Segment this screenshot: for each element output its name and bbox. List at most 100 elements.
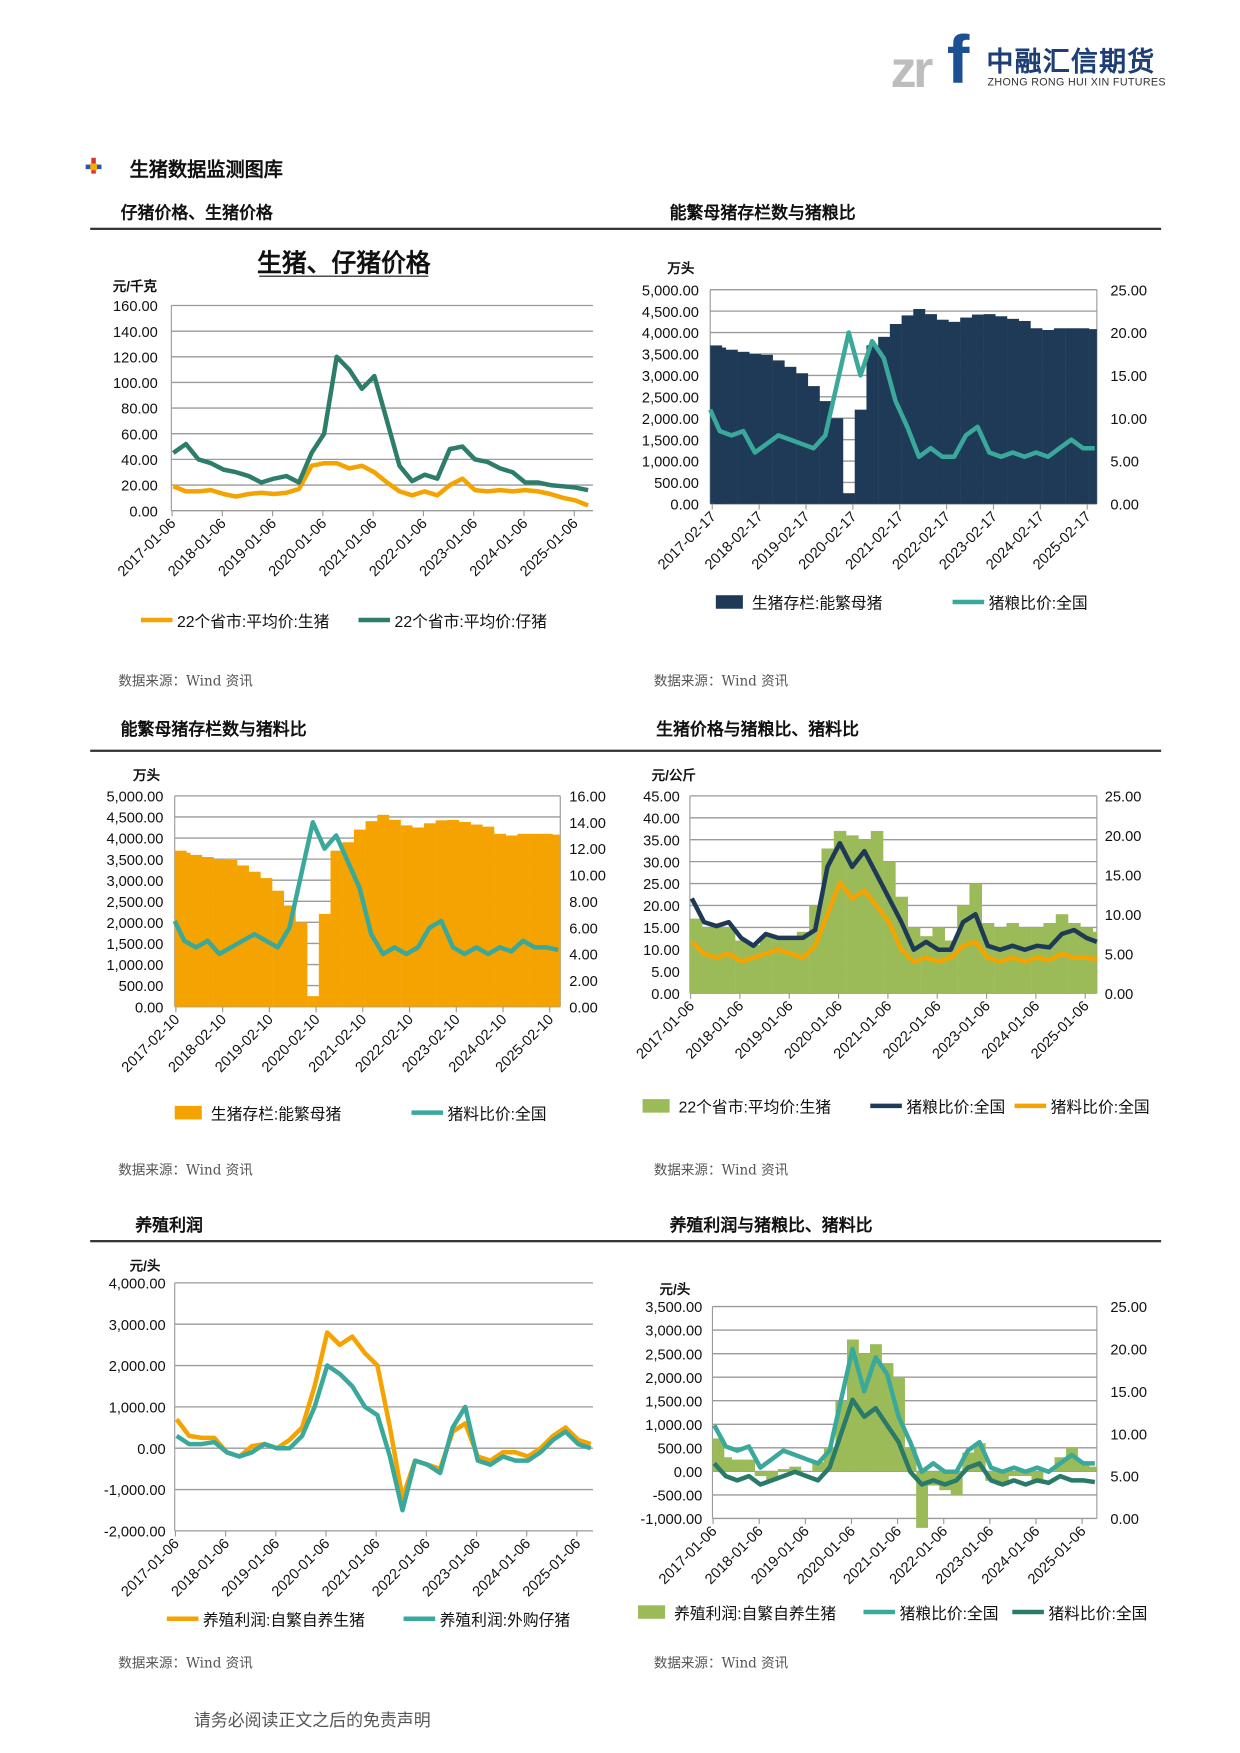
y-tick-label-right: 20.00 bbox=[1110, 326, 1147, 342]
bar bbox=[971, 314, 984, 504]
y-tick-label-left: 1,000.00 bbox=[106, 958, 163, 974]
bar bbox=[772, 936, 785, 994]
legend-swatch bbox=[638, 1605, 666, 1619]
y-tick-label-left: 15.00 bbox=[643, 921, 680, 937]
bar bbox=[1065, 328, 1078, 504]
y-tick-label-left: -1,000.00 bbox=[104, 1483, 166, 1499]
bar bbox=[823, 1447, 836, 1472]
bar bbox=[983, 314, 996, 504]
y-tick-label-right: 0.00 bbox=[1110, 498, 1139, 514]
y-tick-label-left: 5,000.00 bbox=[106, 790, 163, 806]
y-tick-label-left: 10.00 bbox=[643, 943, 680, 959]
y-tick-label-left: 25.00 bbox=[643, 877, 680, 893]
bar bbox=[423, 823, 436, 1007]
bar bbox=[893, 1377, 905, 1472]
y-tick-label-left: 100.00 bbox=[113, 376, 158, 392]
y-tick-label-right: 4.00 bbox=[569, 948, 598, 964]
bar bbox=[766, 1471, 779, 1481]
y-tick-label-right: 0.00 bbox=[1105, 987, 1134, 1003]
logo-f: f bbox=[946, 21, 970, 97]
bar bbox=[939, 1471, 952, 1491]
y-tick-label-right: 0.00 bbox=[1110, 1512, 1139, 1528]
y-tick-label-left: 45.00 bbox=[643, 790, 680, 806]
y-tick-label-right: 14.00 bbox=[569, 816, 606, 832]
bar bbox=[901, 315, 914, 504]
legend-swatch bbox=[642, 1099, 670, 1113]
panel-heading-sow-grain-ratio: 能繁母猪存栏数与猪粮比 bbox=[669, 202, 856, 224]
y-tick-label-right: 10.00 bbox=[1105, 908, 1142, 924]
y-tick-label-left: 4,000.00 bbox=[642, 326, 699, 342]
bar bbox=[962, 1452, 975, 1472]
bar bbox=[735, 940, 748, 994]
bar bbox=[1080, 927, 1093, 994]
logo-chinese-name: 中融汇信期货 bbox=[986, 46, 1156, 78]
bar bbox=[318, 913, 331, 1007]
bar bbox=[920, 936, 933, 994]
series-line bbox=[708, 330, 1095, 460]
bar bbox=[295, 922, 308, 1007]
bar bbox=[760, 354, 773, 504]
bar bbox=[540, 833, 553, 1007]
bar bbox=[749, 353, 762, 504]
bar bbox=[1053, 328, 1066, 504]
bar bbox=[759, 936, 773, 994]
y-tick-label-left: 3,500.00 bbox=[642, 348, 699, 364]
bar bbox=[784, 366, 797, 504]
chart-breeding-profit: 元/头 -2,000.00 -1,000.00 0.00 1,000.00 2,000.0… bbox=[104, 1257, 593, 1630]
y-tick-label-left: 0.00 bbox=[670, 498, 699, 514]
y-tick-label-left: 0.00 bbox=[651, 987, 680, 1003]
bar bbox=[789, 1466, 802, 1472]
y-tick-label-left: 20.00 bbox=[121, 479, 158, 495]
bar bbox=[969, 883, 982, 994]
legend-swatch bbox=[715, 595, 743, 609]
bar bbox=[936, 319, 949, 504]
bar bbox=[698, 927, 711, 994]
bar bbox=[388, 819, 401, 1007]
bar bbox=[1008, 1471, 1021, 1477]
logo-zr: zr bbox=[890, 39, 934, 99]
y-tick-label-right: 5.00 bbox=[1110, 1470, 1139, 1486]
bar bbox=[950, 1471, 963, 1495]
bar bbox=[747, 944, 761, 994]
y-tick-label-left: -1,000.00 bbox=[640, 1512, 702, 1528]
y-tick-label-left: 0.00 bbox=[129, 504, 158, 520]
bar bbox=[743, 1459, 756, 1472]
series-line bbox=[689, 840, 1098, 953]
chart-sow-inventory-grain-ratio: 万头 0.00 500.00 1,000.00 1,500.00 2,000.00 2,50… bbox=[642, 260, 1147, 613]
y-axis-unit: 元/头 bbox=[659, 1281, 690, 1297]
legend-label: 猪粮比价:全国 bbox=[900, 1605, 999, 1623]
y-tick-label-left: 3,000.00 bbox=[645, 1324, 702, 1340]
bar bbox=[1066, 1447, 1078, 1472]
y-tick-label-right: 10.00 bbox=[1110, 1427, 1147, 1443]
bar bbox=[365, 821, 378, 1007]
bar bbox=[916, 1471, 929, 1528]
y-tick-label-left: 1,000.00 bbox=[109, 1401, 166, 1417]
y-tick-label-left: 40.00 bbox=[121, 453, 158, 469]
y-tick-label-left: 80.00 bbox=[121, 402, 158, 418]
y-tick-label-left: 30.00 bbox=[643, 855, 680, 871]
bar bbox=[796, 373, 809, 504]
y-tick-label-right: 5.00 bbox=[1105, 947, 1134, 963]
y-tick-label-left: 3,500.00 bbox=[645, 1300, 702, 1316]
data-source: 数据来源：Wind 资讯 bbox=[653, 672, 789, 689]
y-tick-label-right: 15.00 bbox=[1105, 868, 1142, 884]
legend-label: 养殖利润:外购仔猪 bbox=[440, 1612, 571, 1630]
company-logo: zr f 中融汇信期货 ZHONG RONG HUI XIN FUTURES bbox=[891, 21, 1173, 98]
legend-label: 猪粮比价:全国 bbox=[906, 1099, 1005, 1117]
panel-heading-piglet-hog-price: 仔猪价格、生猪价格 bbox=[120, 202, 273, 224]
bar bbox=[812, 1461, 825, 1472]
y-tick-label-left: -2,000.00 bbox=[104, 1525, 166, 1541]
y-tick-label-left: 2,000.00 bbox=[106, 916, 163, 932]
bar bbox=[996, 1471, 1009, 1486]
bar bbox=[925, 314, 937, 504]
series-line bbox=[712, 1397, 1096, 1487]
bar bbox=[552, 834, 561, 1007]
y-tick-label-left: 40.00 bbox=[643, 811, 680, 827]
bar bbox=[353, 829, 366, 1007]
y-tick-label-right: 15.00 bbox=[1110, 1385, 1147, 1401]
y-tick-label-left: 4,000.00 bbox=[109, 1277, 166, 1293]
y-tick-label-right: 10.00 bbox=[569, 869, 606, 885]
y-tick-label-left: 4,000.00 bbox=[106, 832, 163, 848]
chart-title: 生猪、仔猪价格 bbox=[257, 249, 432, 278]
y-tick-label-right: 15.00 bbox=[1110, 369, 1147, 385]
